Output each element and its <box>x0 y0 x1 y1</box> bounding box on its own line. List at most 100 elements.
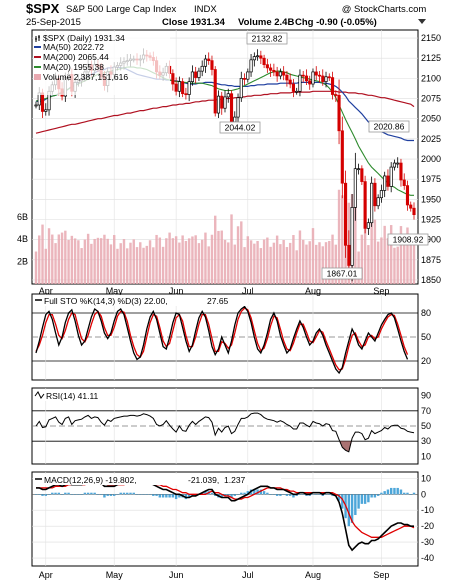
volume-label: Volume 2.4B <box>238 17 294 28</box>
macd-histogram-bar <box>145 494 149 495</box>
volume-bar <box>83 239 87 284</box>
volume-bar <box>412 243 416 284</box>
price-tick-label: 2050 <box>421 114 441 124</box>
macd-histogram-bar <box>337 494 341 501</box>
candle-body <box>330 77 335 95</box>
volume-bar <box>116 248 119 284</box>
macd-histogram-bar <box>282 494 285 495</box>
volume-bar <box>292 235 295 284</box>
macd-histogram-bar <box>363 494 367 504</box>
candle-body <box>249 59 253 73</box>
candle-body <box>233 116 237 123</box>
candle-body <box>285 74 289 81</box>
volume-bar <box>57 234 61 284</box>
candle-body <box>177 81 181 92</box>
macd-histogram-bar <box>393 487 396 495</box>
volume-bar <box>41 224 44 284</box>
macd-histogram-bar <box>295 494 298 496</box>
candle-body <box>275 71 279 77</box>
volume-bar <box>318 242 321 284</box>
candle-body <box>216 95 221 114</box>
macd-histogram-bar <box>301 494 305 495</box>
volume-bar <box>54 243 57 284</box>
volume-bar <box>67 239 70 284</box>
macd-histogram-bar <box>298 494 302 495</box>
candle-body <box>340 130 344 184</box>
volume-bar <box>126 248 129 284</box>
volume-bar <box>360 234 364 284</box>
price-tick-label: 1925 <box>421 214 441 224</box>
month-label: Jul <box>242 286 254 296</box>
high-annotation: 2132.82 <box>246 32 288 45</box>
watermark: @ StockCharts.com <box>342 4 427 15</box>
candle-body <box>379 190 383 199</box>
volume-bar <box>178 242 181 284</box>
volume-bar <box>44 248 47 284</box>
chart-symbol: $SPX <box>26 1 60 16</box>
macd-histogram-bar <box>174 494 178 500</box>
macd-histogram-bar <box>67 492 70 495</box>
macd-histogram-bar <box>292 494 295 498</box>
candle-body <box>402 179 406 186</box>
macd-histogram-bar <box>360 494 364 504</box>
macd-histogram-bar <box>275 494 279 496</box>
candle-body <box>298 74 302 92</box>
macd-tick-label: -40 <box>421 553 434 563</box>
month-label: Apr <box>39 286 53 296</box>
volume-bar <box>64 230 67 284</box>
candle-body <box>207 58 211 61</box>
volume-bar <box>256 240 259 284</box>
candle-body <box>409 204 413 209</box>
candle-body <box>350 207 354 266</box>
macd-histogram-bar <box>139 494 142 495</box>
macd-histogram-bar <box>119 492 122 495</box>
volume-bar <box>93 238 96 284</box>
month-label: May <box>106 286 124 296</box>
price-legend-icon <box>35 35 40 42</box>
candle-body <box>40 92 45 112</box>
volume-bar <box>187 238 191 284</box>
price-tick-label: 1950 <box>421 194 441 204</box>
macd-histogram-bar <box>80 494 83 495</box>
candle-body <box>386 175 390 187</box>
candle-body <box>360 168 364 182</box>
volume-bar <box>204 232 207 284</box>
macd-histogram-bar <box>236 494 240 495</box>
volume-bar <box>236 226 240 284</box>
candle-body <box>301 74 305 77</box>
price-x-axis: Apr May Jun Jul Aug Sep <box>39 286 390 296</box>
volume-bar <box>60 232 64 284</box>
volume-bar <box>262 239 266 284</box>
volume-tick-label: 6B <box>17 212 28 222</box>
macd-histogram-bar <box>54 492 57 495</box>
macd-tick-label: -10 <box>421 505 434 515</box>
macd-histogram-bar <box>41 494 44 496</box>
volume-bar <box>321 246 324 284</box>
macd-histogram-bar <box>341 494 344 509</box>
macd-histogram-bar <box>318 494 321 495</box>
macd-histogram-bar <box>233 494 236 496</box>
volume-bar <box>223 239 227 284</box>
macd-histogram-bar <box>99 494 103 495</box>
candle-body <box>203 58 208 67</box>
macd-histogram-bar <box>106 494 109 496</box>
volume-bar <box>197 243 201 284</box>
candle-body <box>396 162 400 165</box>
macd-histogram-bar <box>161 494 165 498</box>
rsi-fill-area <box>339 441 352 452</box>
candle-body <box>181 81 185 95</box>
volume-bar <box>269 246 272 284</box>
volume-bar <box>73 238 77 284</box>
dropdown-arrow-icon[interactable] <box>418 19 426 24</box>
macd-histogram-bar <box>354 494 357 516</box>
volume-bar <box>331 234 334 284</box>
volume-bar <box>282 239 285 284</box>
volume-bar <box>171 238 175 284</box>
macd-histogram-bar <box>158 494 162 498</box>
rsi-tick-label: 70 <box>421 406 431 416</box>
volume-bar <box>77 240 80 284</box>
macd-histogram-bar <box>311 494 315 495</box>
macd-histogram-bar <box>132 492 135 495</box>
volume-bar <box>341 195 344 284</box>
